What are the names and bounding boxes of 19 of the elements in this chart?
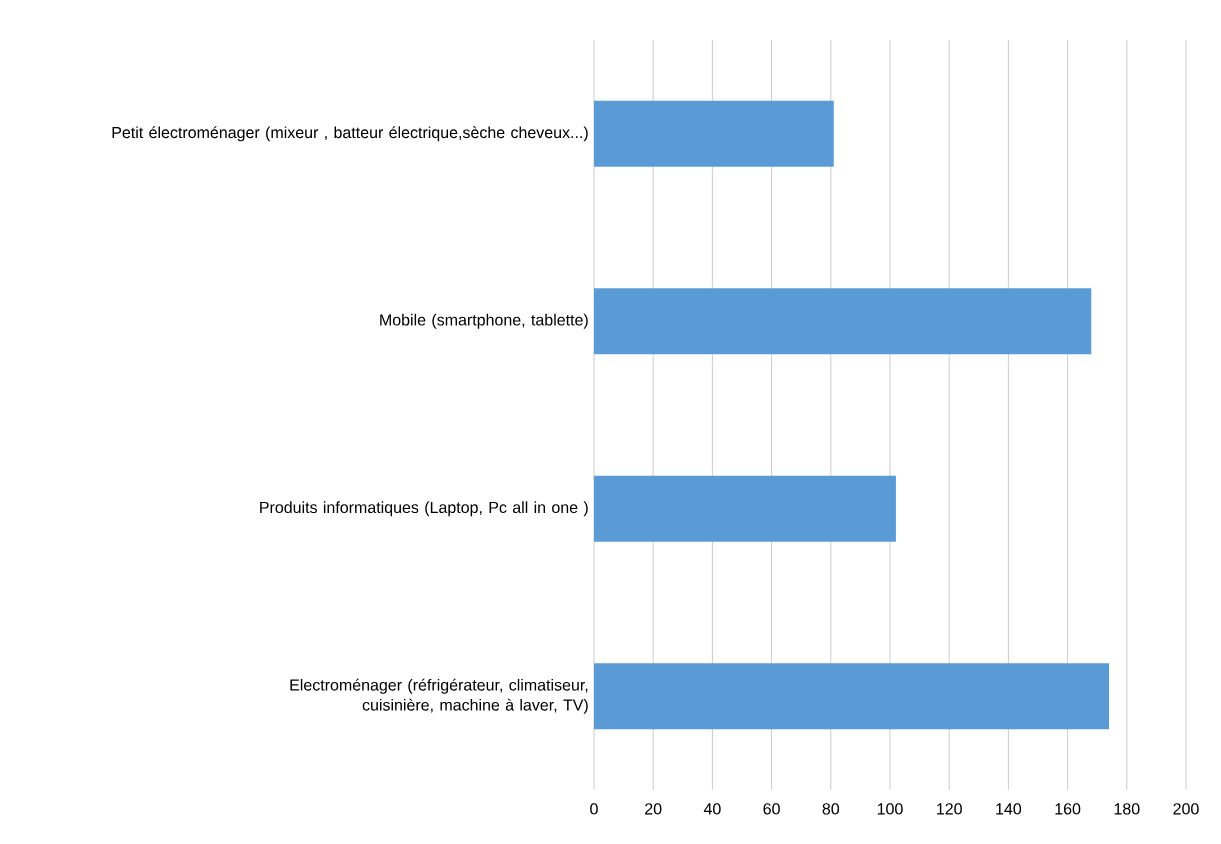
y-tick-label: Petit électroménager (mixeur , batteur électrique,sèche cheveux...) (112, 126, 588, 142)
x-tick-label: 40 (703, 803, 721, 815)
x-tick-label: 160 (1055, 803, 1081, 815)
bar (594, 100, 834, 167)
x-tick-label: 180 (1114, 803, 1140, 815)
bar (594, 475, 896, 542)
x-tick-label: 20 (645, 803, 662, 815)
y-tick-label: Mobile (smartphone, tablette) (380, 313, 588, 329)
y-tick-label: Electroménager (réfrigérateur, climatiseur, cuisinière, machine à laver, TV) (290, 678, 588, 714)
x-tick-label: 100 (877, 803, 903, 815)
x-tick-label: 80 (822, 803, 840, 815)
bar (594, 288, 1092, 355)
x-tick-label: 120 (937, 803, 962, 815)
x-tick-label: 140 (996, 803, 1022, 815)
bar (594, 663, 1110, 730)
x-tick-label: 60 (763, 803, 780, 815)
y-tick-label: Produits informatiques (Laptop, Pc all in one ) (260, 501, 588, 517)
x-tick-label: 200 (1173, 803, 1199, 815)
x-tick-label: 0 (590, 803, 598, 815)
